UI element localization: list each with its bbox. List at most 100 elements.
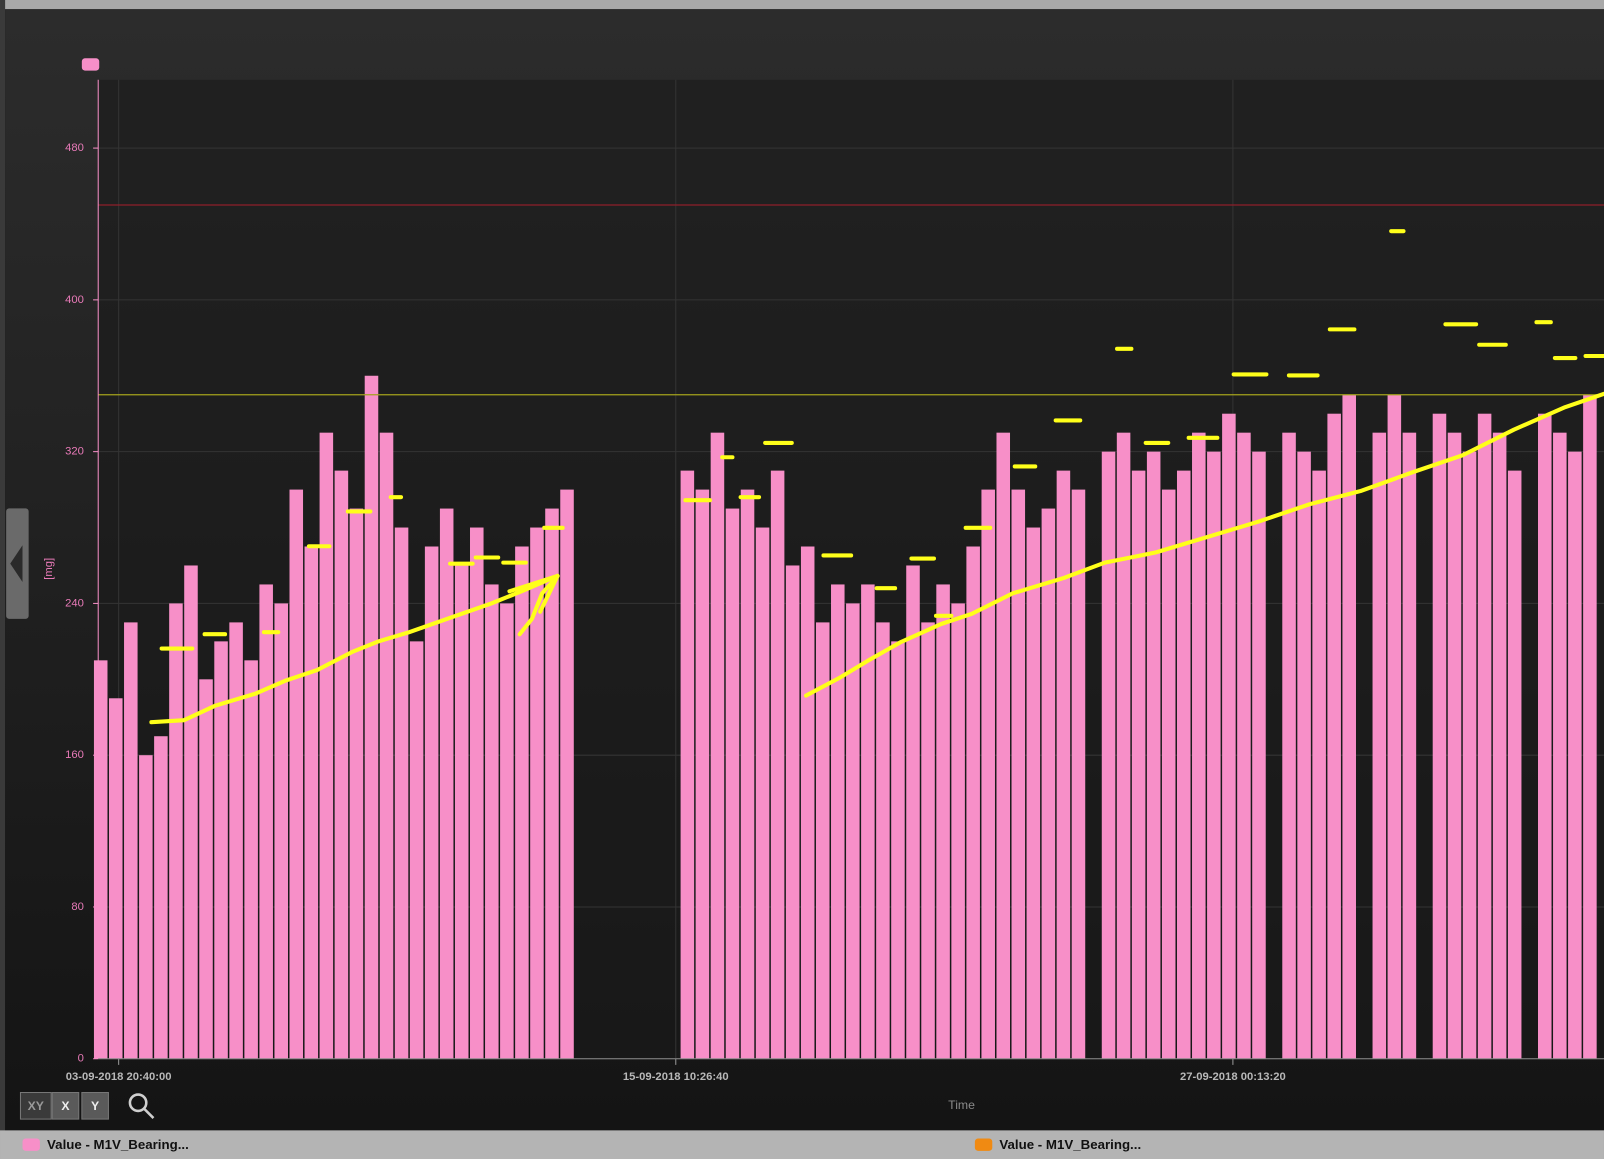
annotations [149,229,1604,725]
bar [1056,470,1071,1059]
bar [996,432,1011,1059]
bar [289,489,304,1059]
bar [500,603,514,1059]
legend-bar [0,1130,1604,1159]
bar [199,679,213,1059]
y-tick-label: 320 [65,446,84,458]
bar [1402,432,1417,1059]
side-handle-arrow [10,545,23,583]
bar [815,622,830,1059]
bar [454,565,469,1059]
arrow-annotation [517,573,560,637]
bar [545,508,559,1059]
bar [169,603,183,1059]
bar [1237,432,1251,1059]
zoom-icon[interactable] [128,1093,155,1119]
bar [1568,451,1582,1059]
bar [1071,489,1086,1059]
bar [184,565,198,1059]
zoom-lens [128,1093,148,1113]
bar [1583,394,1597,1059]
y-tick-label: 400 [65,294,84,306]
bar [229,622,243,1059]
toolbar-button[interactable] [19,1091,52,1120]
top-bar [0,0,1604,10]
bar [394,527,409,1059]
y-tick-label: 0 [78,1053,84,1065]
bar [379,432,394,1059]
bar [800,546,815,1059]
bar [1041,508,1056,1059]
bar [695,489,710,1059]
bar [1131,470,1146,1059]
x-axis-label: Time [948,1098,975,1112]
bar [1116,432,1131,1059]
bar [966,546,980,1059]
bar [1207,451,1221,1059]
bar [214,641,228,1059]
bar [560,489,574,1059]
bar [1327,413,1341,1059]
bar [1161,489,1176,1059]
bar [259,584,273,1059]
reference-lines [98,204,1604,396]
bar [951,603,965,1059]
bar [470,527,484,1059]
bar [108,698,123,1059]
toolbar-button-label: Y [91,1099,99,1113]
x-tick-label: 15-09-2018 10:26:40 [623,1071,729,1083]
bar [876,622,890,1059]
bar [1538,413,1552,1059]
toolbar: XY X Y [19,1091,109,1120]
bar [1492,432,1507,1059]
legend-label: Value - M1V_Bearing... [999,1137,1141,1152]
bar [364,375,379,1059]
bar [1176,470,1191,1059]
bar [1026,527,1041,1059]
bar [1477,413,1492,1059]
bar [1387,394,1402,1059]
bars [93,375,1597,1059]
left-border [0,0,6,1159]
bar [1342,394,1356,1059]
toolbar-button-label: X [61,1099,70,1113]
bar [319,432,334,1059]
bar [1432,413,1447,1059]
toolbar-button[interactable] [51,1091,80,1120]
bar [424,546,439,1059]
arrow-annotation [507,573,560,614]
bar [1101,451,1116,1059]
bar [680,470,695,1059]
x-tick-label: 03-09-2018 20:40:00 [66,1071,172,1083]
bar [1192,432,1206,1059]
bar [334,470,349,1059]
bar [831,584,845,1059]
bar [725,508,740,1059]
y-tick-label: 80 [71,901,84,913]
y-axis-label: [mg] [43,558,55,580]
bar [1282,432,1296,1059]
bar [515,546,529,1059]
bar [1312,470,1326,1059]
zoom-handle [143,1107,155,1119]
bar [1222,413,1236,1059]
bar [349,508,364,1059]
bar [1372,432,1387,1059]
bar [861,584,875,1059]
trend-annotation [149,573,560,725]
bar [785,565,800,1059]
bar [1507,470,1522,1059]
legend-swatch[interactable] [22,1138,40,1151]
toolbar-button-label: XY [28,1099,44,1113]
bar [154,736,168,1059]
y-tick-label: 240 [65,597,84,609]
bar [1252,451,1266,1059]
legend: Value - M1V_Bearing... Value - M1V_Bearin… [22,1137,1141,1152]
toolbar-button[interactable] [81,1091,109,1120]
bar [244,660,258,1059]
bar [770,470,785,1059]
bar [710,432,725,1059]
legend-swatch[interactable] [974,1138,993,1151]
bar [485,584,499,1059]
